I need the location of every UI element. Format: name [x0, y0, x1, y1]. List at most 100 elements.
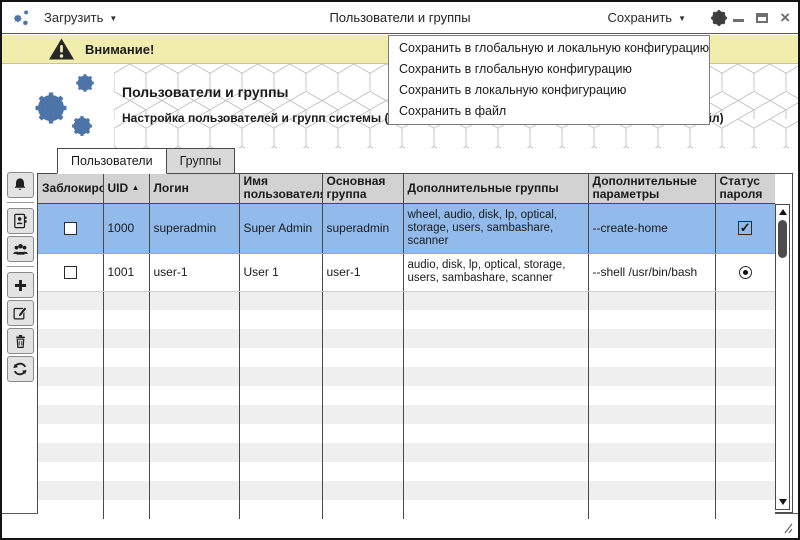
- col-extra-groups-label: Дополнительные группы: [407, 180, 559, 195]
- table-row-empty: [38, 329, 775, 348]
- trash-icon: [15, 334, 25, 348]
- table-row-empty: [38, 291, 775, 310]
- table-row-empty: [38, 424, 775, 443]
- sort-asc-icon: ▲: [131, 183, 140, 193]
- save-dropdown-menu: Сохранить в глобальную и локальную конфи…: [388, 35, 710, 125]
- col-primary-group[interactable]: Основная группа: [322, 174, 404, 204]
- col-extra-groups[interactable]: Дополнительные группы: [403, 174, 589, 204]
- table-row-empty: [38, 462, 775, 481]
- cell-name: Super Admin: [239, 203, 323, 254]
- maximize-button[interactable]: [756, 12, 769, 23]
- triangle-up-icon: [778, 209, 787, 215]
- scroll-up-button[interactable]: [776, 206, 789, 218]
- chevron-down-icon: ▼: [109, 14, 118, 23]
- col-login-label: Логин: [153, 180, 189, 195]
- table-row-empty: [38, 481, 775, 500]
- col-extra-params[interactable]: Дополнительные параметры: [588, 174, 716, 204]
- users-table: Заблокирован UID ▲ Логин Имя пользовател…: [38, 174, 775, 519]
- bell-icon: [14, 178, 26, 190]
- notifications-button[interactable]: [6, 172, 34, 198]
- user-groups-button[interactable]: [6, 236, 34, 262]
- edit-pencil-icon: [13, 306, 28, 320]
- tab-users[interactable]: Пользователи: [57, 148, 167, 174]
- password-status-radio-icon[interactable]: [738, 265, 752, 279]
- cell-extra-params: --create-home: [588, 203, 716, 254]
- col-password-status[interactable]: Статус пароля: [715, 174, 775, 204]
- plus-icon: [14, 279, 26, 291]
- menu-item-save-local[interactable]: Сохранить в локальную конфигурацию: [399, 83, 627, 97]
- col-login[interactable]: Логин: [149, 174, 240, 204]
- col-locked[interactable]: Заблокирован: [38, 174, 104, 204]
- table-row-user-1[interactable]: 1001 user-1 User 1 user-1 audio, disk, l…: [38, 253, 775, 292]
- app-logo-gears-icon: [14, 10, 29, 26]
- menu-item-save-file[interactable]: Сохранить в файл: [399, 104, 507, 118]
- scroll-down-button[interactable]: [776, 496, 789, 508]
- close-button[interactable]: ×: [780, 7, 790, 27]
- vertical-scrollbar[interactable]: [775, 204, 790, 510]
- load-menu-label: Загрузить: [44, 10, 104, 25]
- table-row-superadmin[interactable]: 1000 superadmin Super Admin superadmin w…: [38, 203, 775, 254]
- col-uid[interactable]: UID ▲: [103, 174, 150, 204]
- locked-checkbox[interactable]: [63, 265, 77, 279]
- cell-primary-group: superadmin: [322, 203, 404, 254]
- cell-extra-groups: wheel, audio, disk, lp, optical, storage…: [403, 203, 589, 254]
- warning-triangle-icon: [49, 38, 74, 60]
- table-row-empty: [38, 310, 775, 329]
- warning-text: Внимание!: [85, 41, 155, 57]
- chevron-down-icon: ▼: [678, 14, 686, 23]
- edit-user-button[interactable]: [6, 300, 34, 326]
- minimize-button[interactable]: [733, 19, 745, 22]
- cell-name: User 1: [239, 253, 323, 292]
- col-extra-params-label: Дополнительные параметры: [592, 174, 697, 202]
- user-card-button[interactable]: [6, 208, 34, 234]
- cell-extra-groups: audio, disk, lp, optical, storage, users…: [403, 253, 589, 292]
- table-row-empty: [38, 386, 775, 405]
- load-menu-button[interactable]: Загрузить ▼: [44, 2, 117, 33]
- users-group-icon: [12, 243, 28, 255]
- settings-gear-icon[interactable]: [710, 9, 728, 27]
- col-name[interactable]: Имя пользователя: [239, 174, 323, 204]
- col-locked-label: Заблокирован: [42, 180, 102, 195]
- window-title: Пользователи и группы: [329, 10, 471, 25]
- window-controls: ×: [733, 2, 790, 33]
- save-menu-button[interactable]: Сохранить ▼: [607, 2, 686, 33]
- refresh-button[interactable]: [6, 356, 34, 382]
- refresh-icon: [13, 362, 27, 376]
- table-header-row: Заблокирован UID ▲ Логин Имя пользовател…: [38, 174, 775, 204]
- tab-bar: Пользователи Группы: [57, 148, 236, 174]
- locked-checkbox[interactable]: [63, 221, 77, 235]
- titlebar: Загрузить ▼ Пользователи и группы Сохран…: [2, 2, 798, 34]
- users-groups-gears-icon: [35, 74, 94, 136]
- scrollbar-thumb[interactable]: [778, 220, 787, 258]
- table-row-empty: [38, 367, 775, 386]
- toolbar-separator: [6, 266, 34, 267]
- cell-login: user-1: [149, 253, 240, 292]
- cell-uid: 1000: [103, 203, 150, 254]
- cell-extra-params: --shell /usr/bin/bash: [588, 253, 716, 292]
- page-title: Пользователи и группы: [122, 84, 289, 100]
- password-status-checked-icon[interactable]: ✓: [738, 220, 753, 235]
- cell-login: superadmin: [149, 203, 240, 254]
- table-row-empty: [38, 443, 775, 462]
- add-user-button[interactable]: [6, 272, 34, 298]
- table-row-empty: [38, 348, 775, 367]
- col-primary-group-label: Основная группа: [326, 174, 386, 202]
- resize-grip[interactable]: [781, 522, 793, 534]
- menu-item-save-global-local[interactable]: Сохранить в глобальную и локальную конфи…: [399, 41, 710, 55]
- delete-user-button[interactable]: [6, 328, 34, 354]
- triangle-down-icon: [778, 499, 787, 505]
- address-book-icon: [14, 213, 27, 229]
- side-toolbar: [5, 172, 35, 384]
- menu-item-save-global[interactable]: Сохранить в глобальную конфигурацию: [399, 62, 632, 76]
- col-password-status-label: Статус пароля: [719, 174, 763, 202]
- col-uid-label: UID: [107, 181, 129, 196]
- toolbar-separator: [6, 202, 34, 203]
- tab-groups[interactable]: Группы: [165, 148, 236, 174]
- col-name-label: Имя пользователя: [243, 174, 322, 202]
- users-tab-panel: Заблокирован UID ▲ Логин Имя пользовател…: [37, 173, 793, 519]
- save-menu-label: Сохранить: [607, 10, 673, 25]
- cell-uid: 1001: [103, 253, 150, 292]
- table-row-empty: [38, 500, 775, 519]
- cell-primary-group: user-1: [322, 253, 404, 292]
